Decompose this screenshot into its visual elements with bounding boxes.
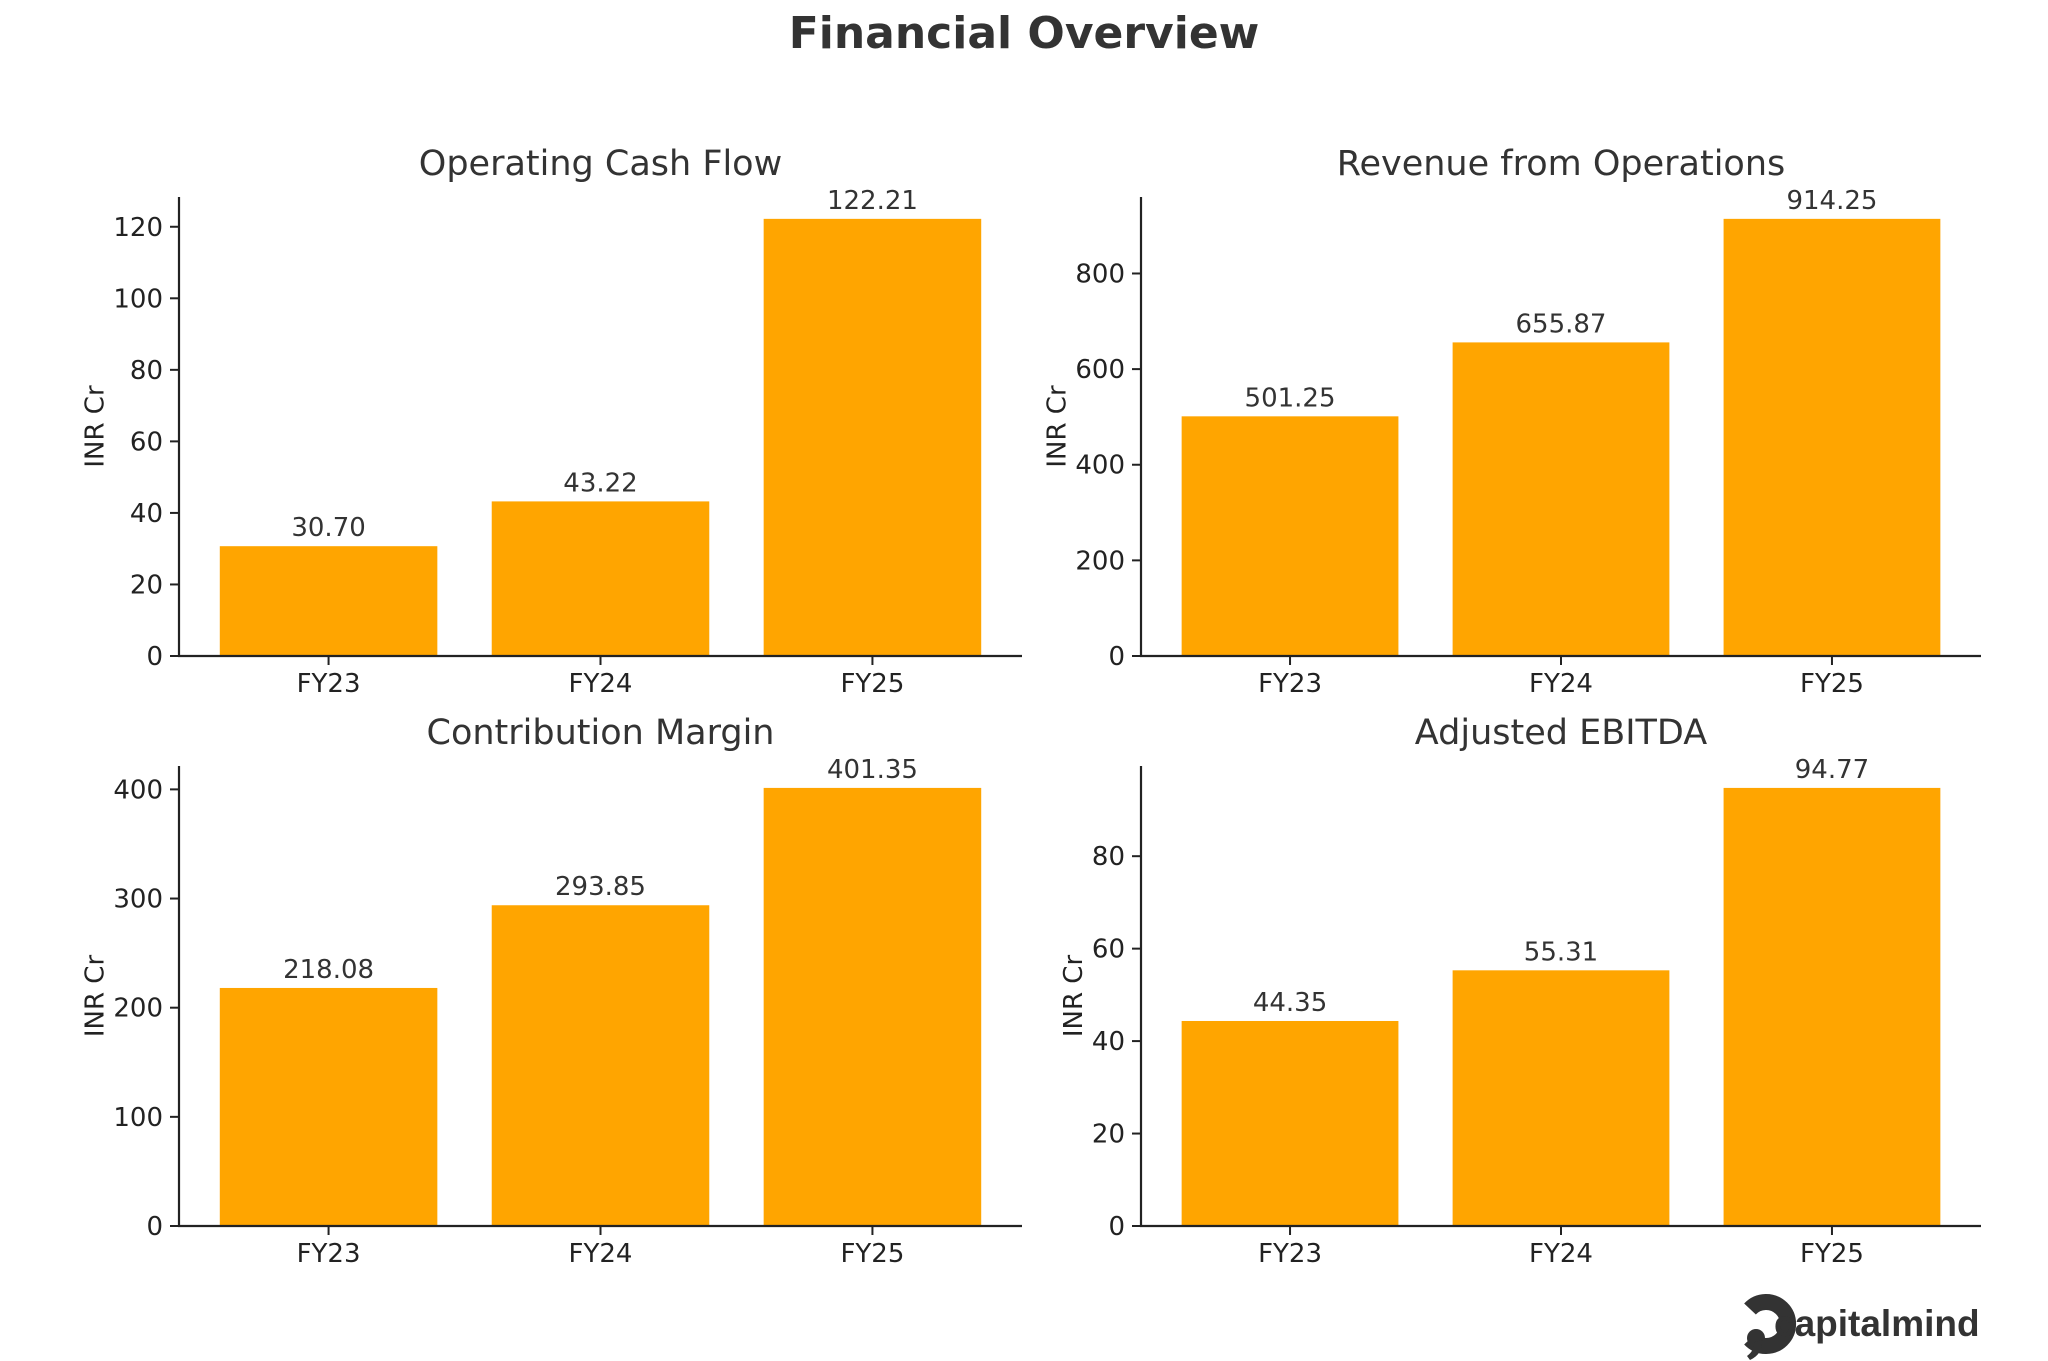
- bar-value-label: 94.77: [1795, 755, 1869, 785]
- bar-value-label: 914.25: [1786, 186, 1877, 216]
- x-tick-label: FY25: [840, 669, 904, 699]
- y-tick-label: 20: [130, 570, 163, 600]
- bar-value-label: 55.31: [1524, 937, 1598, 967]
- chart-title: Contribution Margin: [427, 713, 775, 753]
- bar-fy23: [219, 987, 438, 1226]
- bar-value-label: 44.35: [1253, 988, 1327, 1018]
- chart-panels: Operating Cash Flow 30.70 43.22 122.21 0 20 40…: [81, 144, 1981, 1269]
- y-tick-label: 100: [113, 284, 163, 314]
- y-axis-label: INR Cr: [1059, 955, 1089, 1038]
- bar-fy23: [1181, 1020, 1399, 1226]
- y-tick-label: 0: [1108, 1212, 1125, 1242]
- chart-title: Operating Cash Flow: [419, 144, 782, 184]
- y-tick-label: 60: [130, 427, 163, 457]
- x-tick-label: FY24: [1529, 1239, 1593, 1269]
- x-tick-label: FY24: [569, 1239, 633, 1269]
- y-tick-label: 0: [1108, 642, 1125, 672]
- chart-panel: Contribution Margin 218.08 293.85 401.35 0 10…: [81, 713, 1022, 1269]
- bar-fy25: [763, 218, 982, 656]
- x-tick-label: FY25: [1800, 669, 1864, 699]
- bar-fy24: [491, 501, 710, 656]
- y-tick-label: 80: [1092, 842, 1125, 872]
- chart-panel: Operating Cash Flow 30.70 43.22 122.21 0 20 40…: [81, 144, 1022, 699]
- bar-value-label: 401.35: [827, 755, 918, 785]
- x-tick-label: FY25: [1800, 1239, 1864, 1269]
- x-tick-label: FY23: [1258, 1239, 1322, 1269]
- bar-fy24: [491, 905, 710, 1226]
- y-tick-label: 40: [130, 499, 163, 529]
- bar-fy23: [1181, 416, 1399, 656]
- bar-value-label: 30.70: [291, 513, 365, 543]
- y-tick-label: 300: [113, 885, 163, 915]
- x-tick-label: FY24: [1529, 669, 1593, 699]
- y-tick-label: 400: [1075, 451, 1125, 481]
- x-tick-label: FY23: [1258, 669, 1322, 699]
- bar-value-label: 501.25: [1245, 383, 1336, 413]
- y-tick-label: 100: [113, 1103, 163, 1133]
- bar-fy25: [763, 787, 982, 1226]
- chart-title: Revenue from Operations: [1337, 144, 1786, 184]
- x-tick-label: FY25: [840, 1239, 904, 1269]
- chart-panel: Adjusted EBITDA 44.35 55.31 94.77 0 20 40 60 80 F…: [1059, 713, 1981, 1269]
- bar-fy25: [1723, 218, 1941, 656]
- y-tick-label: 40: [1092, 1027, 1125, 1057]
- brand-logo: capitalmind: [1744, 1294, 1980, 1360]
- bar-fy24: [1452, 342, 1670, 656]
- y-tick-label: 60: [1092, 935, 1125, 965]
- y-tick-label: 80: [130, 356, 163, 386]
- y-tick-label: 200: [1075, 546, 1125, 576]
- bar-value-label: 655.87: [1516, 309, 1607, 339]
- y-tick-label: 0: [146, 642, 163, 672]
- y-tick-label: 600: [1075, 355, 1125, 385]
- y-tick-label: 800: [1075, 259, 1125, 289]
- bar-fy23: [219, 546, 438, 656]
- bar-fy25: [1723, 787, 1941, 1226]
- chart-title: Adjusted EBITDA: [1415, 713, 1707, 753]
- y-tick-label: 20: [1092, 1120, 1125, 1150]
- y-tick-label: 120: [113, 213, 163, 243]
- y-tick-label: 0: [146, 1212, 163, 1242]
- bar-value-label: 218.08: [283, 955, 374, 985]
- bar-value-label: 43.22: [563, 468, 637, 498]
- bar-fy24: [1452, 970, 1670, 1226]
- y-axis-label: INR Cr: [1043, 385, 1073, 468]
- y-axis-label: INR Cr: [81, 385, 111, 468]
- chart-panel: Revenue from Operations 501.25 655.87 914.2…: [1043, 144, 1981, 699]
- y-tick-label: 200: [113, 994, 163, 1024]
- x-tick-label: FY24: [569, 669, 633, 699]
- y-axis-label: INR Cr: [81, 955, 111, 1038]
- x-tick-label: FY23: [297, 1239, 361, 1269]
- x-tick-label: FY23: [297, 669, 361, 699]
- brand-name: capitalmind: [1774, 1303, 1980, 1344]
- bar-value-label: 122.21: [827, 186, 918, 216]
- figure-title: Financial Overview: [789, 8, 1260, 59]
- capitalmind-logo-icon: [1744, 1294, 1797, 1360]
- bar-value-label: 293.85: [555, 872, 646, 902]
- y-tick-label: 400: [113, 775, 163, 805]
